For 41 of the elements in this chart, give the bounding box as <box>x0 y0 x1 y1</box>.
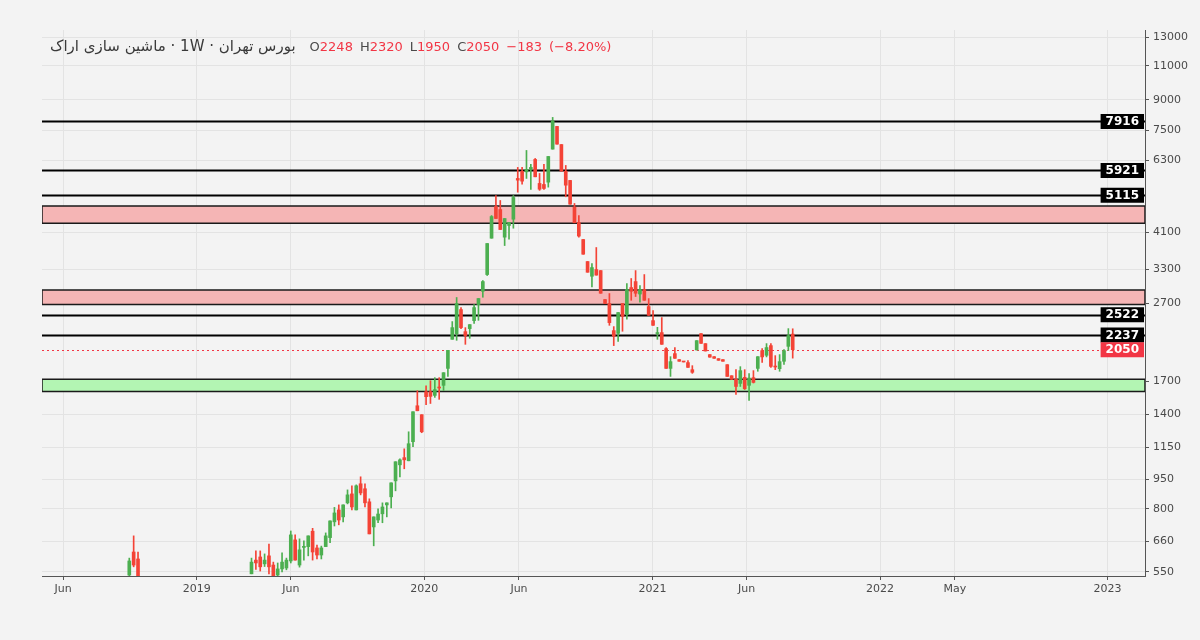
ref-line-label: 5921 <box>1105 163 1140 178</box>
y-tick-label: 3300 <box>1153 262 1181 276</box>
text: بورس تهران · 1W · ماشین سازی اراک <box>50 37 296 55</box>
y-tick-label: 1150 <box>1153 440 1181 454</box>
y-tick-label: 550 <box>1153 564 1174 578</box>
candlestick <box>254 550 258 570</box>
ref-line-label: 2522 <box>1105 307 1140 322</box>
y-tick-label: 4100 <box>1153 225 1181 239</box>
candlestick <box>402 448 407 470</box>
x-tick-label: 2019 <box>182 582 211 596</box>
candlestick <box>629 278 634 301</box>
y-tick-label: 1700 <box>1153 374 1181 388</box>
y-tick-label: 13000 <box>1153 30 1188 44</box>
x-tick-label: May <box>943 582 967 596</box>
ref-line-label: 7916 <box>1105 114 1140 129</box>
y-tick-label: 1400 <box>1153 406 1181 420</box>
y-tick-label: 9000 <box>1153 92 1181 106</box>
y-tick-label: 6300 <box>1153 152 1181 166</box>
candlestick <box>398 458 402 478</box>
y-tick-label: 950 <box>1153 472 1174 486</box>
candlestick <box>542 164 546 190</box>
x-tick-label: 2020 <box>410 582 439 596</box>
ref-line-label: 2050 <box>1105 342 1140 357</box>
x-tick-label: Jun <box>736 582 756 596</box>
y-tick-label: 7500 <box>1153 123 1181 137</box>
candlestick <box>507 222 511 240</box>
x-tick-label: 2021 <box>638 582 667 596</box>
candlestick <box>302 540 306 561</box>
y-tick-label: 660 <box>1153 534 1174 548</box>
x-tick-label: Jun <box>281 582 300 596</box>
x-tick-label: Jun <box>53 582 72 596</box>
x-tick-label: Jun <box>509 582 528 596</box>
y-tick-label: 2700 <box>1153 296 1181 310</box>
y-tick-label: 800 <box>1153 501 1174 515</box>
x-tick-label: 2023 <box>1093 582 1122 596</box>
y-tick-label: 11000 <box>1153 58 1188 72</box>
text: O2248 H2320 L1950 C2050 −183 (−8.20%) <box>309 39 612 54</box>
x-tick-label: 2022 <box>866 582 895 596</box>
ref-line-label: 5115 <box>1105 187 1140 202</box>
ref-line-label: 2237 <box>1105 327 1140 342</box>
candlestick <box>638 285 642 303</box>
